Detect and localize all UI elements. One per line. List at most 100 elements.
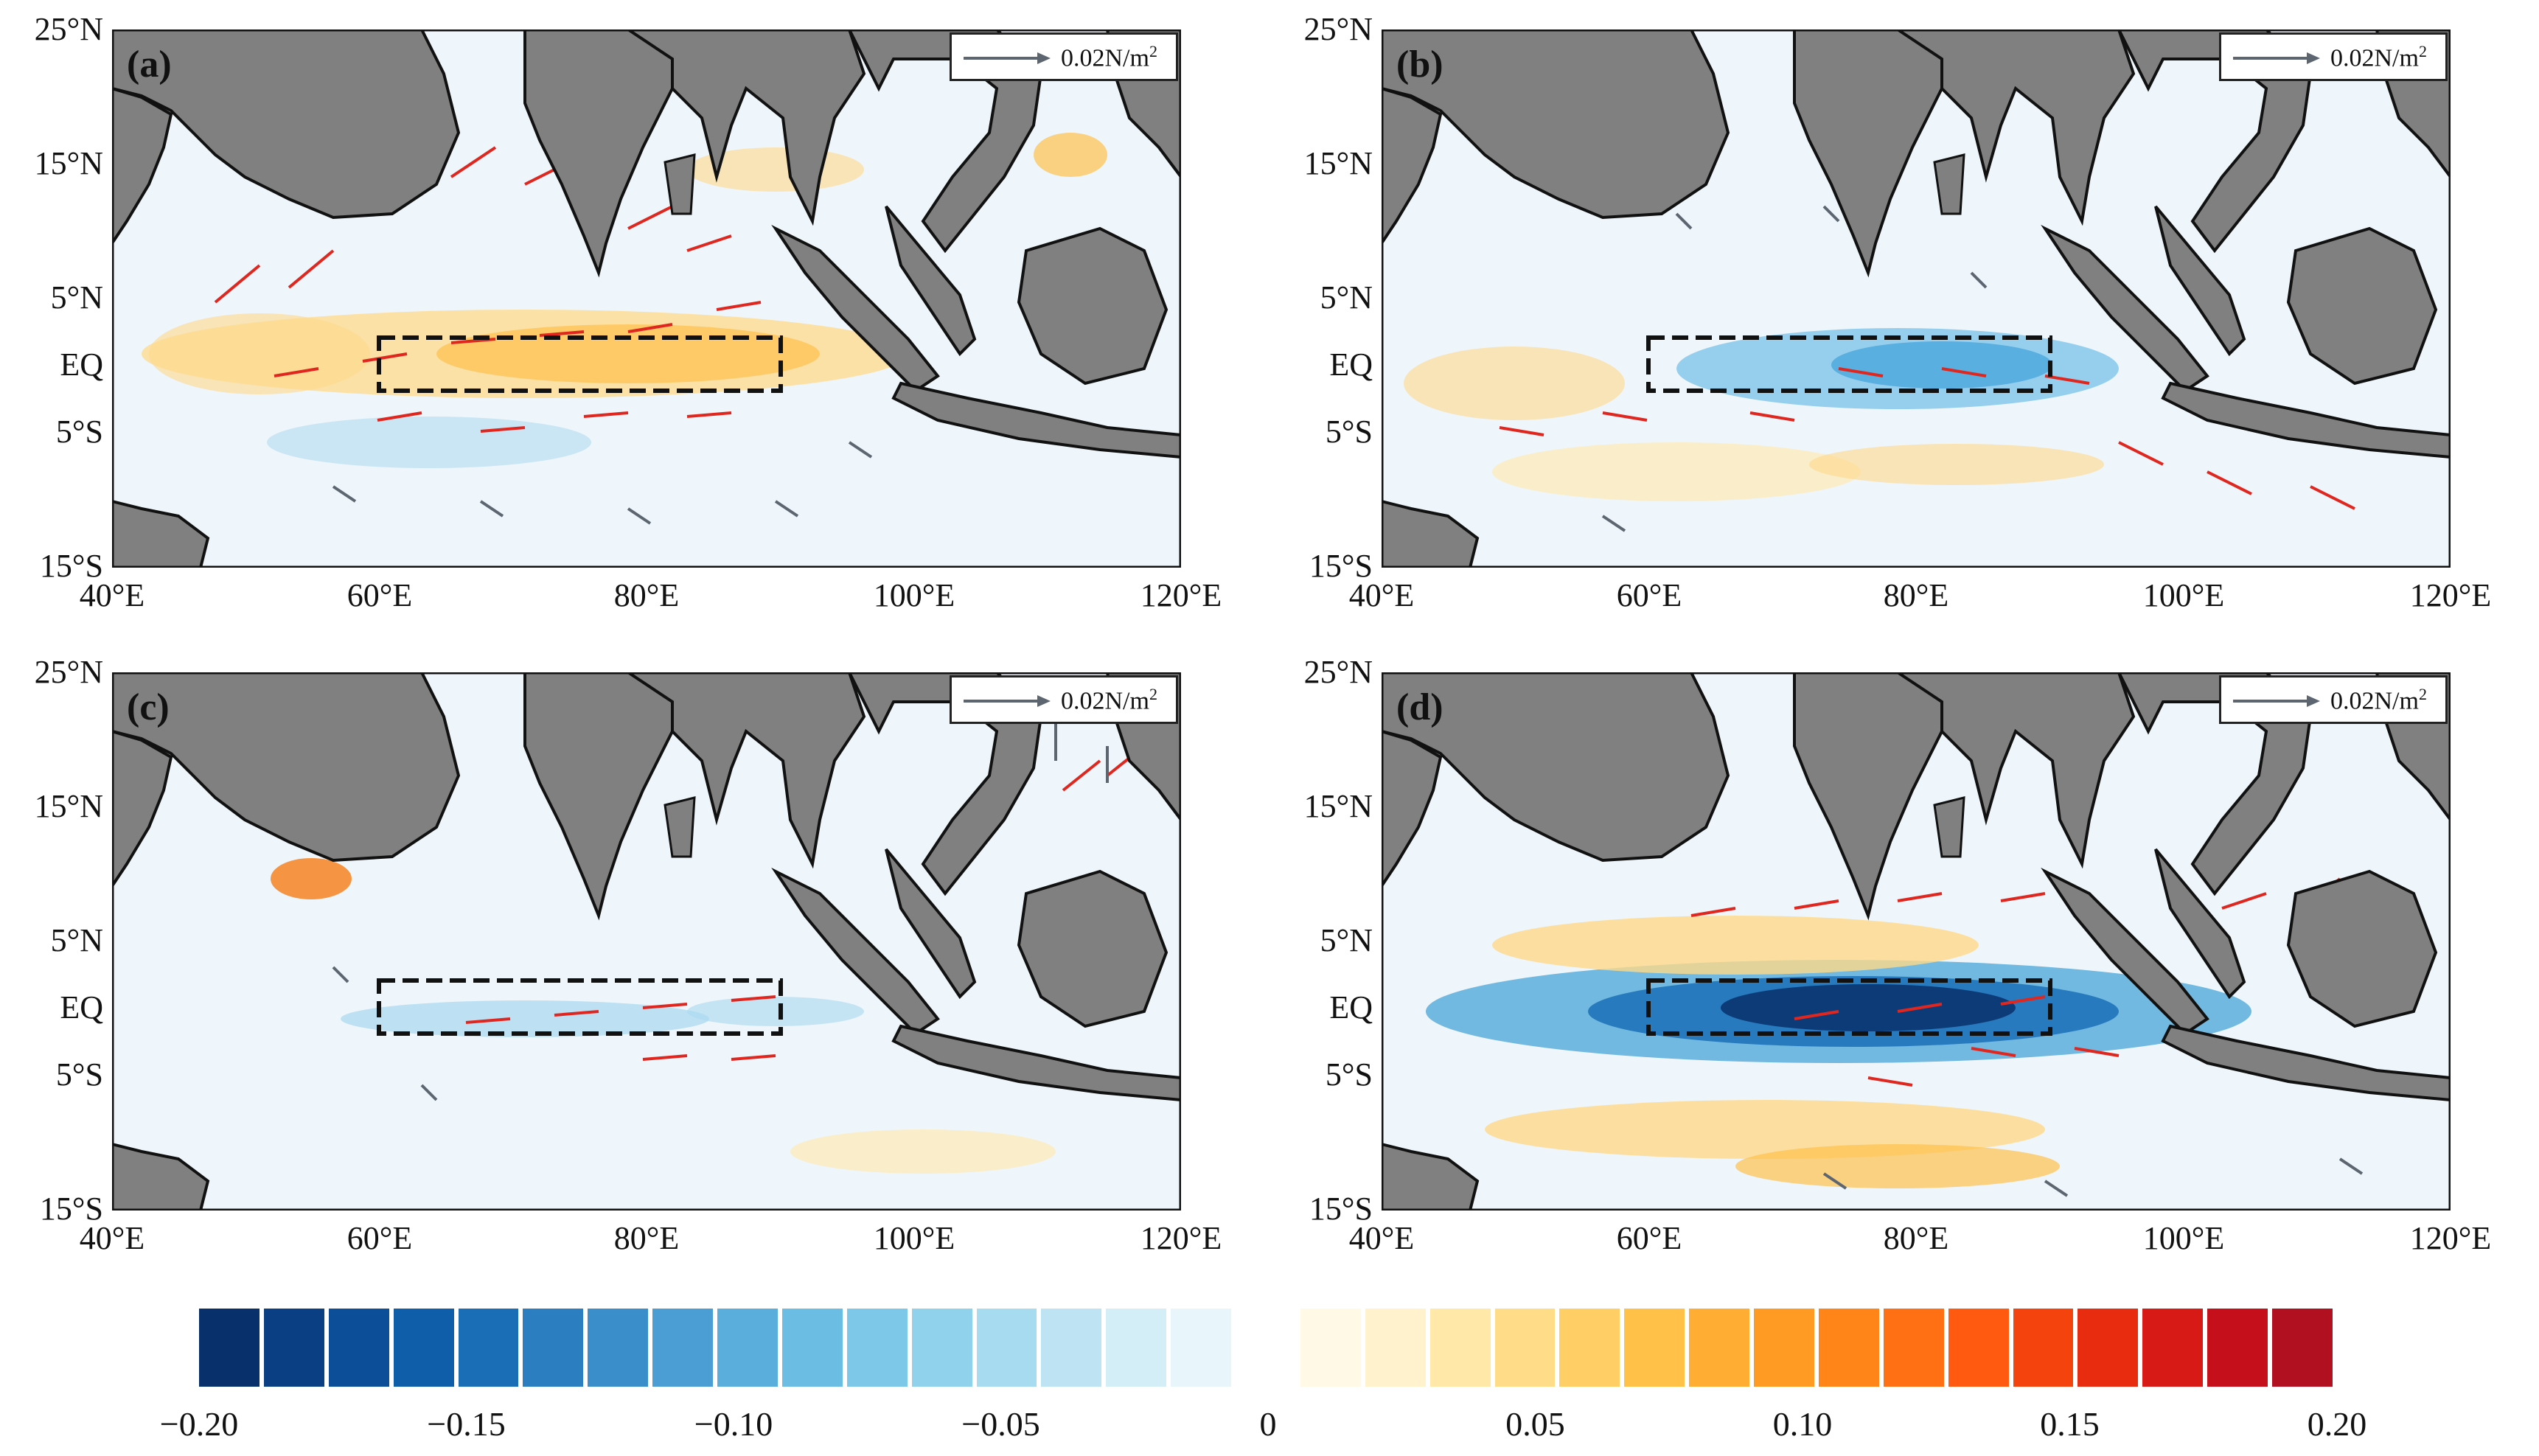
lon-tick: 80°E (1883, 1220, 1949, 1256)
lon-tick: 100°E (873, 1220, 955, 1256)
legend-label: 0.02N/m2 (2330, 42, 2427, 72)
map-area: (d) 0.02N/m2 (1382, 672, 2451, 1211)
legend-arrow-icon (2233, 52, 2320, 64)
colorbar-tick-label: −0.20 (159, 1405, 239, 1443)
colorbar-tick-label: 0.20 (2307, 1405, 2367, 1443)
colorbar-labels: −0.20 −0.15 −0.10 −0.05 0 0.05 0.10 0.15… (160, 1404, 2366, 1449)
colorbar-tick-label: −0.15 (427, 1405, 506, 1443)
lon-tick: 60°E (1616, 1220, 1682, 1256)
lon-tick: 60°E (1616, 577, 1682, 613)
lon-tick: 80°E (1883, 577, 1949, 613)
lat-tick: 5°N (1320, 279, 1373, 316)
colorbar-cell (976, 1309, 1042, 1387)
lat-tick: 15°N (1303, 788, 1373, 824)
map-area: (b) 0.02N/m2 (1382, 29, 2451, 568)
panel-label: (b) (1396, 43, 1443, 86)
lat-tick: 5°N (1320, 922, 1373, 958)
lat-tick: EQ (1329, 346, 1373, 383)
legend-label: 0.02N/m2 (1061, 685, 1157, 715)
panel-d: (d) 0.02N/m2 25°N 15°N 5°N EQ 5°S 15°S 4… (1270, 643, 2539, 1262)
colorbar-cell (1818, 1309, 1884, 1387)
map-area: (c) 0.02N/m2 (112, 672, 1181, 1211)
colorbar-cell (1236, 1309, 1300, 1387)
colorbar-cell (2207, 1309, 2272, 1387)
lat-tick: 5°S (1325, 1056, 1373, 1093)
colorbar-cell (328, 1309, 394, 1387)
colorbar-cell (911, 1309, 977, 1387)
vector-legend: 0.02N/m2 (950, 675, 1178, 724)
colorbar-cell (1300, 1309, 1365, 1387)
lon-tick: 40°E (1348, 577, 1415, 613)
vector-legend: 0.02N/m2 (2219, 675, 2448, 724)
colorbar-cell (1754, 1309, 1819, 1387)
colorbar-cell (1429, 1309, 1495, 1387)
lat-tick: 15°N (1303, 145, 1373, 181)
legend-arrow-icon (2233, 695, 2320, 707)
lat-tick: 15°S (39, 1191, 103, 1227)
colorbar-cell (2013, 1309, 2078, 1387)
legend-label: 0.02N/m2 (2330, 685, 2427, 715)
legend-label: 0.02N/m2 (1061, 42, 1157, 72)
lat-tick: 15°S (39, 548, 103, 584)
lat-tick: 5°S (55, 414, 103, 450)
lat-tick: 5°S (55, 1056, 103, 1093)
lon-tick: 120°E (1140, 1220, 1222, 1256)
lon-tick: 60°E (346, 1220, 413, 1256)
lat-tick: EQ (60, 346, 103, 383)
colorbar-cell (1106, 1309, 1171, 1387)
colorbar-cell (523, 1309, 588, 1387)
lon-tick: 120°E (2409, 577, 2492, 613)
lon-tick: 40°E (79, 577, 145, 613)
panel-label: (a) (127, 43, 172, 86)
colorbar-cell (1689, 1309, 1754, 1387)
colorbar-cell (1365, 1309, 1430, 1387)
lon-tick: 100°E (873, 577, 955, 613)
panel-b: (b) 0.02N/m2 25°N 15°N 5°N EQ 5°S 15°S 4… (1270, 0, 2539, 619)
lon-tick: 100°E (2142, 577, 2225, 613)
colorbar-cell (2142, 1309, 2208, 1387)
lat-tick: 25°N (34, 654, 103, 690)
lat-tick: 25°N (1303, 11, 1373, 47)
colorbar-cell (263, 1309, 329, 1387)
lon-tick: 120°E (2409, 1220, 2492, 1256)
lon-tick: 40°E (79, 1220, 145, 1256)
panel-c: (c) 0.02N/m2 25°N 15°N 5°N EQ 5°S 15°S 4… (0, 643, 1270, 1262)
lat-tick: 5°N (50, 279, 103, 316)
lat-tick: 5°S (1325, 414, 1373, 450)
lon-tick: 60°E (346, 577, 413, 613)
lat-tick: 5°N (50, 922, 103, 958)
colorbar-cell (1494, 1309, 1560, 1387)
colorbar-cell (1948, 1309, 2013, 1387)
colorbar-tick-label: −0.10 (694, 1405, 773, 1443)
legend-arrow-icon (964, 52, 1051, 64)
map-svg (1382, 672, 2451, 1211)
vector-legend: 0.02N/m2 (2219, 32, 2448, 81)
colorbar-tick-label: 0.15 (2040, 1405, 2100, 1443)
lat-tick: 15°S (1309, 548, 1373, 584)
lat-tick: 25°N (34, 11, 103, 47)
map-area: (a) 0.02N/m2 (112, 29, 1181, 568)
vector-legend: 0.02N/m2 (950, 32, 1178, 81)
colorbar-cell (588, 1309, 653, 1387)
panel-a: (a) 0.02N/m2 25°N 15°N 5°N EQ 5°S 15°S 4… (0, 0, 1270, 619)
colorbar-cell (717, 1309, 782, 1387)
lat-tick: 25°N (1303, 654, 1373, 690)
map-svg (1382, 29, 2451, 568)
colorbar-cell (1883, 1309, 1948, 1387)
colorbar-tick-label: 0.10 (1772, 1405, 1833, 1443)
colorbar-cell (1624, 1309, 1690, 1387)
lon-tick: 80°E (613, 1220, 680, 1256)
lon-tick: 80°E (613, 577, 680, 613)
colorbar-cell (846, 1309, 912, 1387)
colorbar-cell (781, 1309, 847, 1387)
lat-tick: 15°S (1309, 1191, 1373, 1227)
colorbar-cell (1559, 1309, 1625, 1387)
lat-tick: EQ (1329, 989, 1373, 1025)
colorbar-cell (393, 1309, 459, 1387)
colorbar-cell (2272, 1309, 2337, 1387)
colorbar-cell (652, 1309, 717, 1387)
colorbar-tick-label: 0 (1259, 1405, 1277, 1443)
colorbar-cell (458, 1309, 523, 1387)
map-svg (112, 29, 1181, 568)
lat-tick: EQ (60, 989, 103, 1025)
